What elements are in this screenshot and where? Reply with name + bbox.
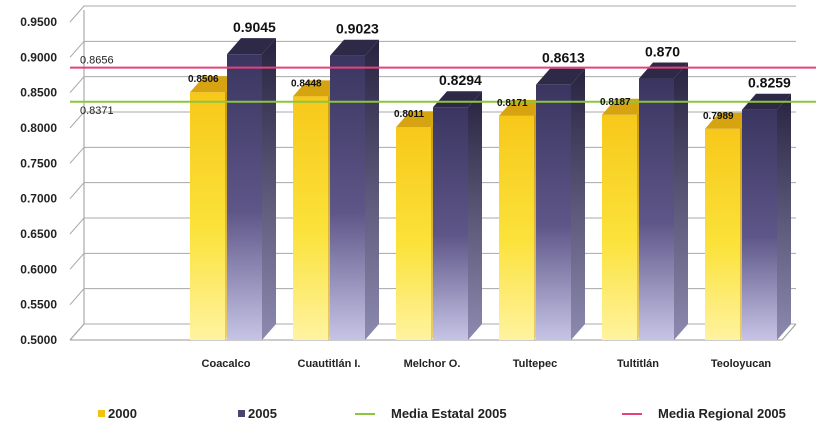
bar-side-2005-4 (674, 62, 688, 341)
gridline (69, 5, 796, 23)
bar-top-2000-1 (293, 80, 342, 97)
x-tick-label: Cuautitlán I. (298, 358, 361, 370)
x-tick-label: Melchor O. (404, 358, 461, 370)
y-tick-label: 0.9500 (20, 15, 57, 29)
data-label-2005-2: 0.8294 (439, 72, 482, 88)
data-label-2000-2: 0.8011 (394, 109, 424, 120)
legend-item-2005: 2005 (238, 406, 277, 421)
y-tick-label: 0.5500 (20, 298, 57, 312)
bar-2005-4 (639, 78, 674, 341)
reference-line-label-0: 0.8371 (80, 105, 114, 117)
data-label-2000-1: 0.8448 (291, 78, 322, 89)
reference-line-label-1: 0.8656 (80, 55, 114, 67)
bar-top-2005-0 (227, 38, 276, 55)
data-label-2005-3: 0.8613 (542, 50, 585, 66)
data-label-2005-0: 0.9045 (233, 19, 276, 35)
bar-2005-0 (227, 54, 262, 341)
x-tick-label: Teoloyucan (711, 358, 772, 370)
bar-side-2005-3 (571, 68, 585, 340)
legend-swatch-2000 (98, 410, 105, 417)
bar-top-2000-5 (705, 112, 754, 129)
y-tick-label: 0.7500 (20, 156, 57, 170)
bar-2000-2 (396, 127, 431, 341)
data-label-2005-4: 0.870 (645, 44, 680, 60)
bar-top-2005-1 (330, 39, 379, 56)
bar-2000-4 (602, 114, 637, 340)
bar-top-2005-2 (433, 91, 482, 108)
legend-label-2005: 2005 (248, 406, 277, 421)
bar-2000-1 (293, 96, 328, 340)
legend-item-media-regional: Media Regional 2005 (622, 406, 786, 421)
bar-top-2000-0 (190, 76, 239, 93)
x-tick-label: Coacalco (202, 358, 251, 370)
legend-label-media-estatal: Media Estatal 2005 (391, 406, 507, 421)
legend-item-media-estatal: Media Estatal 2005 (355, 406, 507, 421)
data-label-2000-3: 0.8171 (497, 98, 528, 109)
y-tick-label: 0.8500 (20, 86, 57, 100)
bar-top-2005-3 (536, 68, 585, 85)
y-tick-label: 0.6000 (20, 262, 57, 276)
bar-side-2005-1 (365, 39, 379, 340)
bar-top-2005-4 (639, 62, 688, 79)
bar-2000-0 (190, 92, 225, 340)
bar-top-2000-3 (499, 99, 548, 116)
bar-2000-3 (499, 115, 534, 340)
x-tick-label: Tultepec (513, 358, 557, 370)
legend-swatch-media-regional (622, 412, 642, 415)
bar-2005-1 (330, 55, 365, 340)
legend-label-media-regional: Media Regional 2005 (658, 406, 786, 421)
data-label-2005-5: 0.8259 (748, 75, 791, 91)
data-label-2005-1: 0.9023 (336, 21, 379, 37)
x-tick-label: Tultitlán (617, 358, 659, 370)
legend-label-2000: 2000 (108, 406, 137, 421)
legend-swatch-2005 (238, 410, 245, 417)
data-label-2000-4: 0.8187 (600, 97, 631, 108)
y-tick-label: 0.5000 (20, 333, 57, 347)
bar-2000-5 (705, 128, 740, 340)
bar-top-2000-2 (396, 111, 445, 128)
bar-side-2005-5 (777, 93, 791, 341)
y-tick-label: 0.7000 (20, 192, 57, 206)
y-tick-label: 0.6500 (20, 227, 57, 241)
chart-legend: 2000 2005 Media Estatal 2005 Media Regio… (0, 406, 816, 426)
bar-top-2000-4 (602, 98, 651, 115)
y-tick-label: 0.9000 (20, 50, 57, 64)
legend-swatch-media-estatal (355, 412, 375, 415)
gridline (69, 40, 796, 58)
legend-item-2000: 2000 (98, 406, 137, 421)
bar-2005-3 (536, 84, 571, 340)
y-tick-label: 0.8000 (20, 121, 57, 135)
data-label-2000-0: 0.8506 (188, 74, 219, 85)
bar-2005-5 (742, 109, 777, 341)
bar-side-2005-0 (262, 38, 276, 341)
bar-2005-2 (433, 107, 468, 340)
bar-side-2005-2 (468, 91, 482, 340)
data-label-2000-5: 0.7989 (703, 111, 734, 122)
